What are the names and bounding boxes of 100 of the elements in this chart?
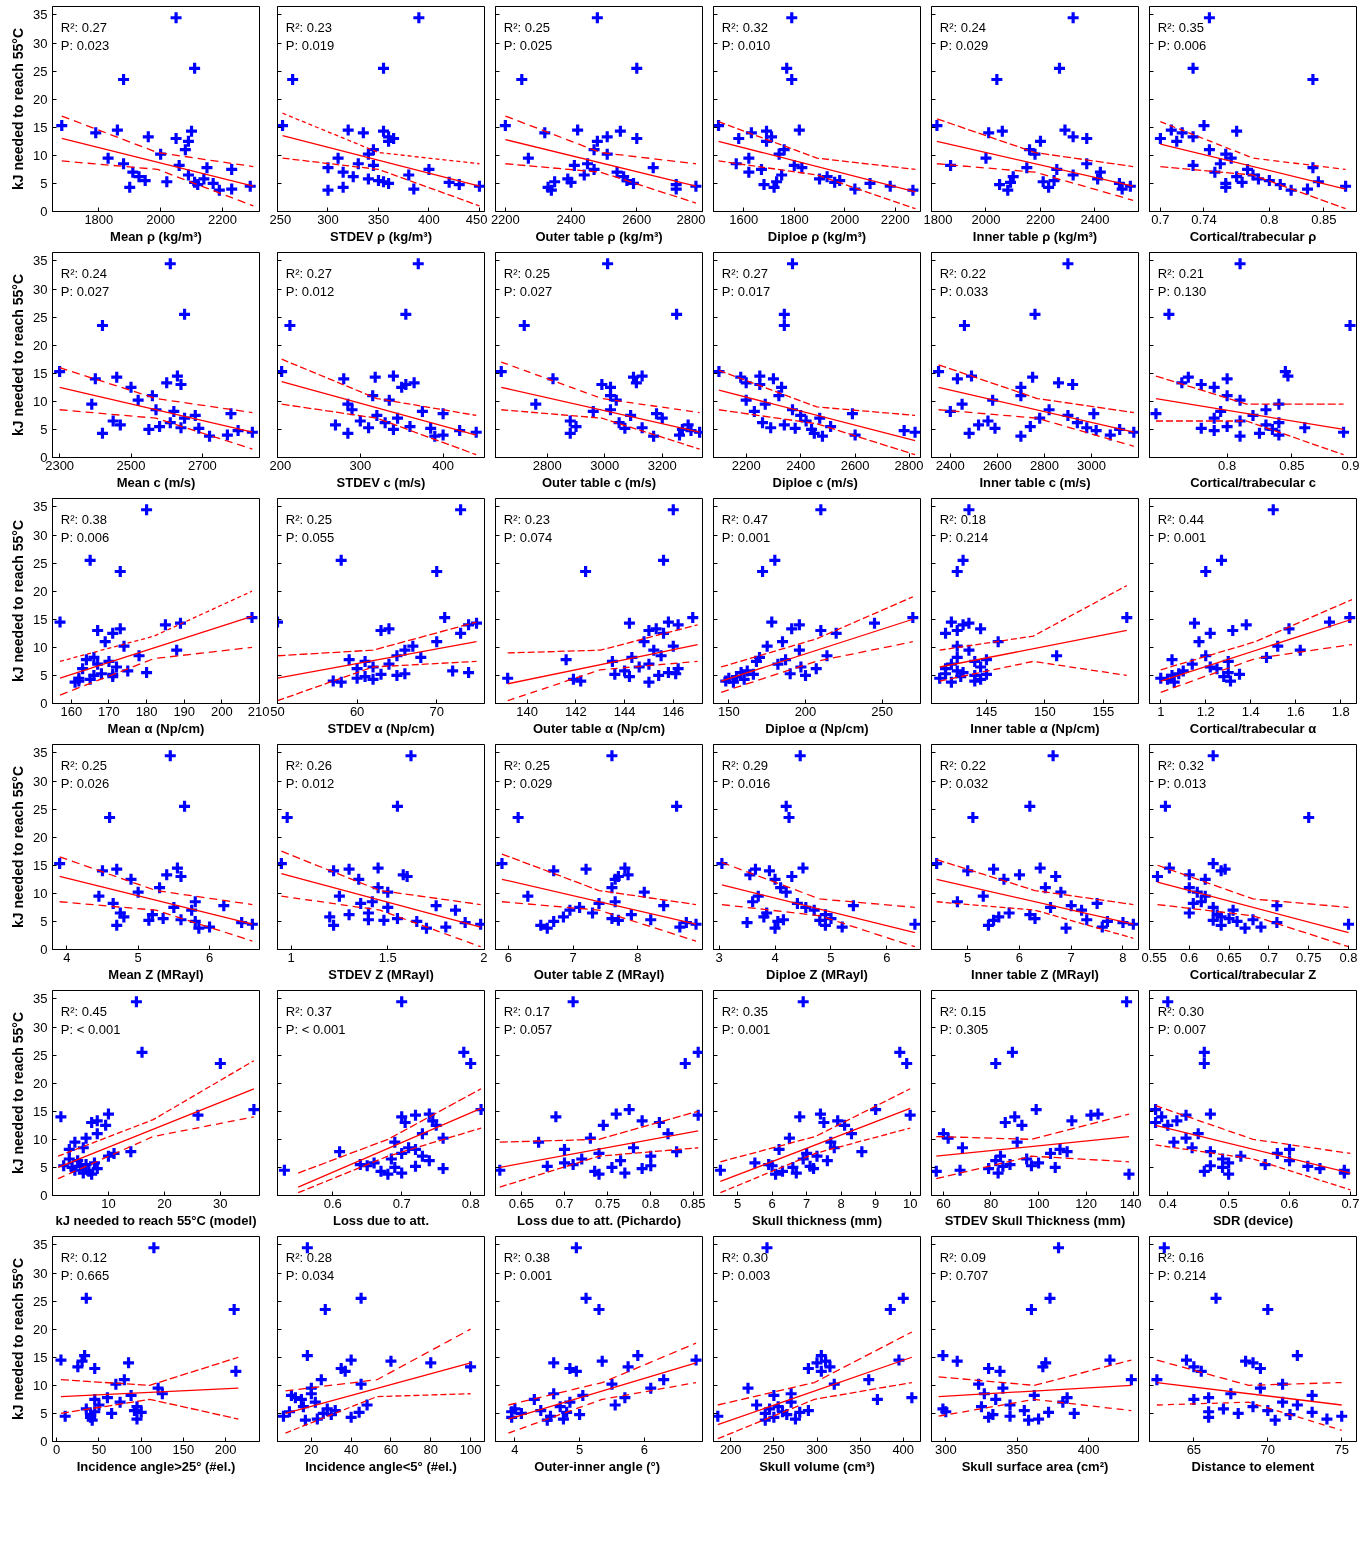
x-tick-label: 20 xyxy=(157,1195,172,1211)
annotation: P: 0.214 xyxy=(1157,1267,1207,1283)
x-tick-label: 140 xyxy=(1119,1195,1142,1211)
x-tick-label: 1800 xyxy=(84,211,114,227)
x-axis-title: Diploe Z (MRayl) xyxy=(766,966,868,982)
annotation: R²: 0.32 xyxy=(1157,758,1205,774)
annotation: P: 0.032 xyxy=(939,775,989,791)
y-tick-label: 15 xyxy=(33,1349,48,1365)
y-tick-label: 30 xyxy=(33,527,48,543)
x-tick-label: 1.2 xyxy=(1196,703,1215,719)
x-tick-label: 150 xyxy=(172,1441,195,1457)
x-axis-title: Inner table ρ (kg/m³) xyxy=(972,228,1098,244)
annotation: P: 0.026 xyxy=(60,775,110,791)
x-axis-title: STDEV Z (MRayl) xyxy=(328,966,434,982)
x-tick-label: 300 xyxy=(317,211,339,227)
x-tick-label: 200 xyxy=(794,703,817,719)
annotation: R²: 0.21 xyxy=(1157,266,1205,282)
y-tick-label: 25 xyxy=(33,801,48,817)
x-tick-label: 6 xyxy=(504,949,513,965)
x-tick-label: 2000 xyxy=(830,211,860,227)
y-tick-label: 5 xyxy=(40,667,48,683)
x-tick-label: 0.85 xyxy=(680,1195,706,1211)
annotation: R²: 0.47 xyxy=(721,512,769,528)
y-tick-label: 25 xyxy=(33,1293,48,1309)
x-axis-title: Incidence angle<5° (#el.) xyxy=(305,1458,457,1474)
x-tick-label: 80 xyxy=(423,1441,438,1457)
x-tick-label: 7 xyxy=(569,949,577,965)
annotation: P: 0.023 xyxy=(60,37,110,53)
x-tick-label: 0.4 xyxy=(1158,1195,1177,1211)
annotation: P: 0.027 xyxy=(503,283,553,299)
x-tick-label: 0.7 xyxy=(555,1195,574,1211)
x-tick-label: 250 xyxy=(269,211,292,227)
x-tick-label: 200 xyxy=(211,703,233,719)
y-tick-label: 25 xyxy=(33,63,48,79)
x-axis-title: Cortical/trabecular α xyxy=(1189,720,1317,736)
x-tick-label: 2800 xyxy=(676,211,706,227)
x-tick-label: 60 xyxy=(349,703,365,719)
annotation: R²: 0.26 xyxy=(285,758,333,774)
x-tick-label: 170 xyxy=(98,703,120,719)
x-tick-label: 5 xyxy=(134,949,142,965)
y-tick-label: 35 xyxy=(33,745,48,761)
annotation: R²: 0.23 xyxy=(503,512,551,528)
annotation: P: 0.006 xyxy=(1157,37,1207,53)
x-tick-label: 300 xyxy=(806,1441,828,1457)
y-tick-label: 15 xyxy=(33,119,48,135)
y-tick-label: 5 xyxy=(40,913,48,929)
annotation: R²: 0.22 xyxy=(939,758,987,774)
annotation: P: 0.029 xyxy=(939,37,989,53)
annotation: R²: 0.12 xyxy=(60,1250,108,1266)
x-tick-label: 1.8 xyxy=(1331,703,1350,719)
x-tick-label: 0.85 xyxy=(1311,211,1337,227)
annotation: P: 0.013 xyxy=(1157,775,1207,791)
x-tick-label: 0.7 xyxy=(392,1195,411,1211)
annotation: P: 0.010 xyxy=(721,37,771,53)
y-tick-label: 10 xyxy=(33,885,48,901)
annotation: P: 0.665 xyxy=(60,1267,110,1283)
annotation: R²: 0.24 xyxy=(60,266,108,282)
x-tick-label: 4 xyxy=(511,1441,519,1457)
x-axis-title: Outer table ρ (kg/m³) xyxy=(535,228,663,244)
x-tick-label: 30 xyxy=(213,1195,228,1211)
x-tick-label: 65 xyxy=(1186,1441,1202,1457)
annotation: P: 0.006 xyxy=(60,529,110,545)
y-tick-label: 30 xyxy=(33,1265,48,1281)
x-tick-label: 8 xyxy=(634,949,642,965)
x-axis-title: Skull thickness (mm) xyxy=(751,1212,883,1228)
x-axis-title: STDEV ρ (kg/m³) xyxy=(330,228,432,244)
x-axis-title: kJ needed to reach 55°C (model) xyxy=(55,1212,257,1228)
annotation: P: 0.214 xyxy=(939,529,989,545)
x-tick-label: 144 xyxy=(613,703,636,719)
annotation: R²: 0.27 xyxy=(285,266,333,282)
annotation: R²: 0.28 xyxy=(285,1250,333,1266)
x-tick-label: 142 xyxy=(565,703,587,719)
y-tick-label: 35 xyxy=(33,7,48,23)
annotation: P: 0.001 xyxy=(1157,529,1207,545)
x-axis-title: Skull volume (cm³) xyxy=(759,1458,875,1474)
y-tick-label: 30 xyxy=(33,281,48,297)
x-tick-label: 6 xyxy=(883,949,891,965)
x-tick-label: 0.8 xyxy=(641,1195,660,1211)
x-tick-label: 2800 xyxy=(894,457,924,473)
y-tick-label: 30 xyxy=(33,35,48,51)
y-tick-label: 30 xyxy=(33,773,48,789)
x-tick-label: 70 xyxy=(1260,1441,1276,1457)
x-tick-label: 2000 xyxy=(971,211,1001,227)
x-tick-label: 3000 xyxy=(1076,457,1106,473)
annotation: P: 0.033 xyxy=(939,283,989,299)
x-tick-label: 2600 xyxy=(982,457,1012,473)
annotation: P: 0.019 xyxy=(285,37,335,53)
x-tick-label: 140 xyxy=(516,703,539,719)
x-axis-title: Inner table α (Np/cm) xyxy=(970,720,1100,736)
annotation: R²: 0.35 xyxy=(721,1004,769,1020)
annotation: R²: 0.29 xyxy=(721,758,769,774)
x-tick-label: 6 xyxy=(1015,949,1024,965)
x-tick-label: 1 xyxy=(287,949,295,965)
annotation: P: 0.025 xyxy=(503,37,553,53)
x-axis-title: Diploe α (Np/cm) xyxy=(765,720,869,736)
x-axis-title: Cortical/trabecular c xyxy=(1190,474,1316,490)
x-tick-label: 0.74 xyxy=(1191,211,1217,227)
x-tick-label: 100 xyxy=(459,1441,482,1457)
x-tick-label: 0.65 xyxy=(1216,949,1242,965)
annotation: R²: 0.25 xyxy=(285,512,333,528)
